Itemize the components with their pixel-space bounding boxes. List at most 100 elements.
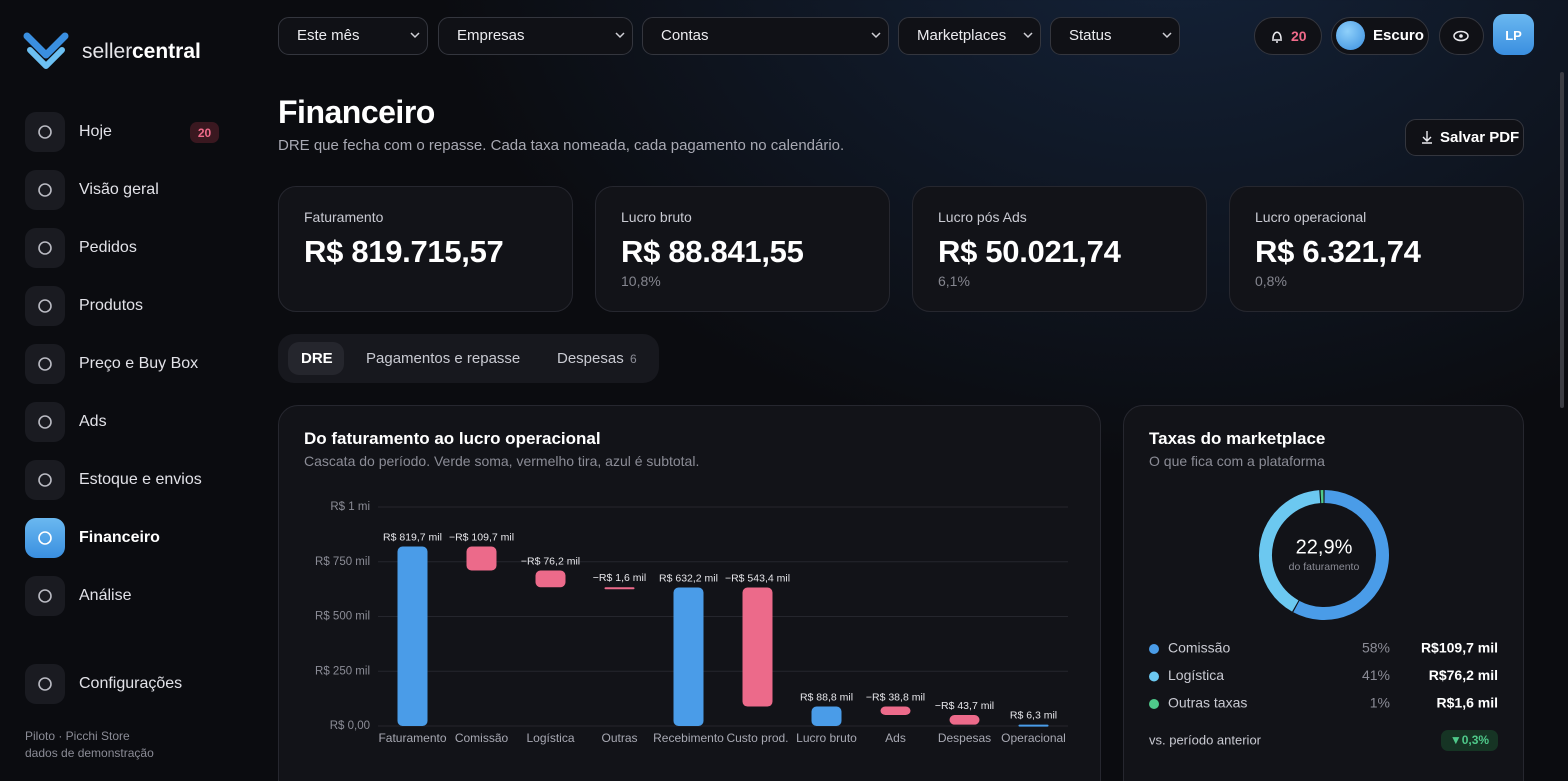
donut-center-caption: do faturamento: [1289, 561, 1360, 573]
chart-subtitle: O que fica com a plataforma: [1149, 453, 1325, 469]
nav-label[interactable]: Financeiro: [79, 529, 160, 546]
nav-label[interactable]: Análise: [79, 587, 132, 604]
brand-bold: central: [132, 40, 201, 63]
legend-amount: R$76,2 mil: [1429, 667, 1498, 683]
nav-icon: [38, 241, 52, 255]
nav-label[interactable]: Estoque e envios: [79, 471, 202, 488]
page-title: Financeiro: [278, 94, 435, 130]
nav-icon-box: [25, 170, 65, 210]
kpi-value: R$ 819.715,57: [304, 234, 504, 269]
filter-select[interactable]: [278, 17, 428, 55]
x-tick-label: Lucro bruto: [796, 731, 857, 745]
bar: [742, 587, 773, 707]
footer-line: dados de demonstração: [25, 746, 154, 760]
filter-label[interactable]: Status: [1069, 27, 1112, 44]
x-tick-label: Logística: [526, 731, 574, 745]
nav-badge: [190, 122, 219, 143]
bar: [880, 706, 911, 716]
avatar-initials[interactable]: LP: [1505, 28, 1522, 43]
tab-count: 6: [630, 352, 637, 366]
nav-label[interactable]: Ads: [79, 413, 107, 430]
nav-label[interactable]: Pedidos: [79, 239, 137, 256]
y-tick-label: R$ 250 mil: [315, 665, 370, 677]
filter-label[interactable]: Contas: [661, 27, 709, 44]
nav-icon-box: [25, 518, 65, 558]
tab-label[interactable]: Pagamentos e repasse: [366, 350, 521, 367]
kpi-card: [278, 186, 573, 312]
nav-label[interactable]: Visão geral: [79, 181, 159, 198]
value-label: R$ 6,3 mil: [1010, 709, 1057, 721]
filter-select[interactable]: [898, 17, 1041, 55]
bar: [949, 715, 980, 725]
nav-icon: [38, 299, 52, 313]
kpi-share: 0,8%: [1255, 273, 1287, 289]
nav-badge-text: 20: [197, 126, 212, 140]
bar: [535, 570, 566, 588]
x-tick-label: Custo prod.: [726, 731, 788, 745]
y-tick-label: R$ 0,00: [330, 720, 370, 732]
chevron: [871, 32, 881, 39]
nav-icon-box: [25, 460, 65, 500]
value-label: R$ 632,2 mil: [659, 572, 718, 584]
scrollbar: [1560, 72, 1564, 408]
legend-share: 58%: [1362, 640, 1390, 656]
comparison-value: ▼0,3%: [1450, 733, 1490, 747]
value-label: −R$ 76,2 mil: [521, 555, 580, 567]
x-tick-label: Ads: [885, 731, 906, 745]
bar: [673, 587, 704, 726]
tab-label[interactable]: DRE: [301, 350, 333, 367]
save-pdf-button[interactable]: [1405, 119, 1524, 156]
filter-label[interactable]: Este mês: [297, 27, 360, 44]
legend-dot: [1149, 699, 1159, 709]
tab-active: [288, 342, 344, 375]
nav-icon-box: [25, 228, 65, 268]
legend-dot: [1149, 644, 1159, 654]
nav-icon: [38, 183, 52, 197]
kpi-label: Lucro operacional: [1255, 209, 1367, 225]
bar: [1018, 724, 1049, 727]
save-pdf-label[interactable]: Salvar PDF: [1440, 129, 1520, 146]
bar: [604, 587, 635, 590]
chevron: [1023, 32, 1033, 39]
kpi-share: 6,1%: [938, 273, 970, 289]
x-tick-label: Outras: [601, 731, 637, 745]
y-tick-label: R$ 500 mil: [315, 611, 370, 623]
theme-icon: [1336, 21, 1365, 50]
value-label: −R$ 43,7 mil: [935, 700, 994, 712]
theme-label[interactable]: Escuro: [1373, 27, 1424, 44]
filter-select[interactable]: [438, 17, 633, 55]
nav-icon-box: [25, 664, 65, 704]
nav-label[interactable]: Configurações: [79, 675, 183, 692]
nav-label[interactable]: Produtos: [79, 297, 144, 314]
nav-label[interactable]: Preço e Buy Box: [79, 355, 199, 372]
nav-label[interactable]: Hoje: [79, 123, 112, 140]
donut-center-value: 22,9%: [1296, 536, 1353, 558]
nav-icon-box: [25, 576, 65, 616]
value-label: R$ 819,7 mil: [383, 531, 442, 543]
nav-icon: [38, 473, 52, 487]
tab-label[interactable]: Despesas: [557, 350, 624, 367]
x-tick-label: Operacional: [1001, 731, 1066, 745]
comparison-badge: [1441, 730, 1498, 751]
brand-light: seller: [82, 40, 133, 63]
legend-label: Outras taxas: [1168, 695, 1247, 711]
kpi-label: Lucro bruto: [621, 209, 692, 225]
notifications-count[interactable]: 20: [1291, 28, 1307, 44]
filter-select[interactable]: [642, 17, 889, 55]
filter-label[interactable]: Empresas: [457, 27, 525, 44]
bar: [466, 546, 497, 571]
x-tick-label: Recebimento: [653, 731, 724, 745]
filter-label[interactable]: Marketplaces: [917, 27, 1007, 44]
avatar[interactable]: [1493, 14, 1534, 55]
y-tick-label: R$ 1 mi: [330, 501, 370, 513]
nav-icon-box: [25, 344, 65, 384]
notifications-button[interactable]: [1254, 17, 1322, 55]
legend-label: Comissão: [1168, 640, 1230, 656]
value-label: −R$ 543,4 mil: [725, 572, 790, 584]
legend-label: Logística: [1168, 667, 1224, 683]
kpi-value: R$ 6.321,74: [1255, 234, 1421, 269]
filter-select[interactable]: [1050, 17, 1180, 55]
chevron: [615, 32, 625, 39]
nav-icon-box: [25, 112, 65, 152]
